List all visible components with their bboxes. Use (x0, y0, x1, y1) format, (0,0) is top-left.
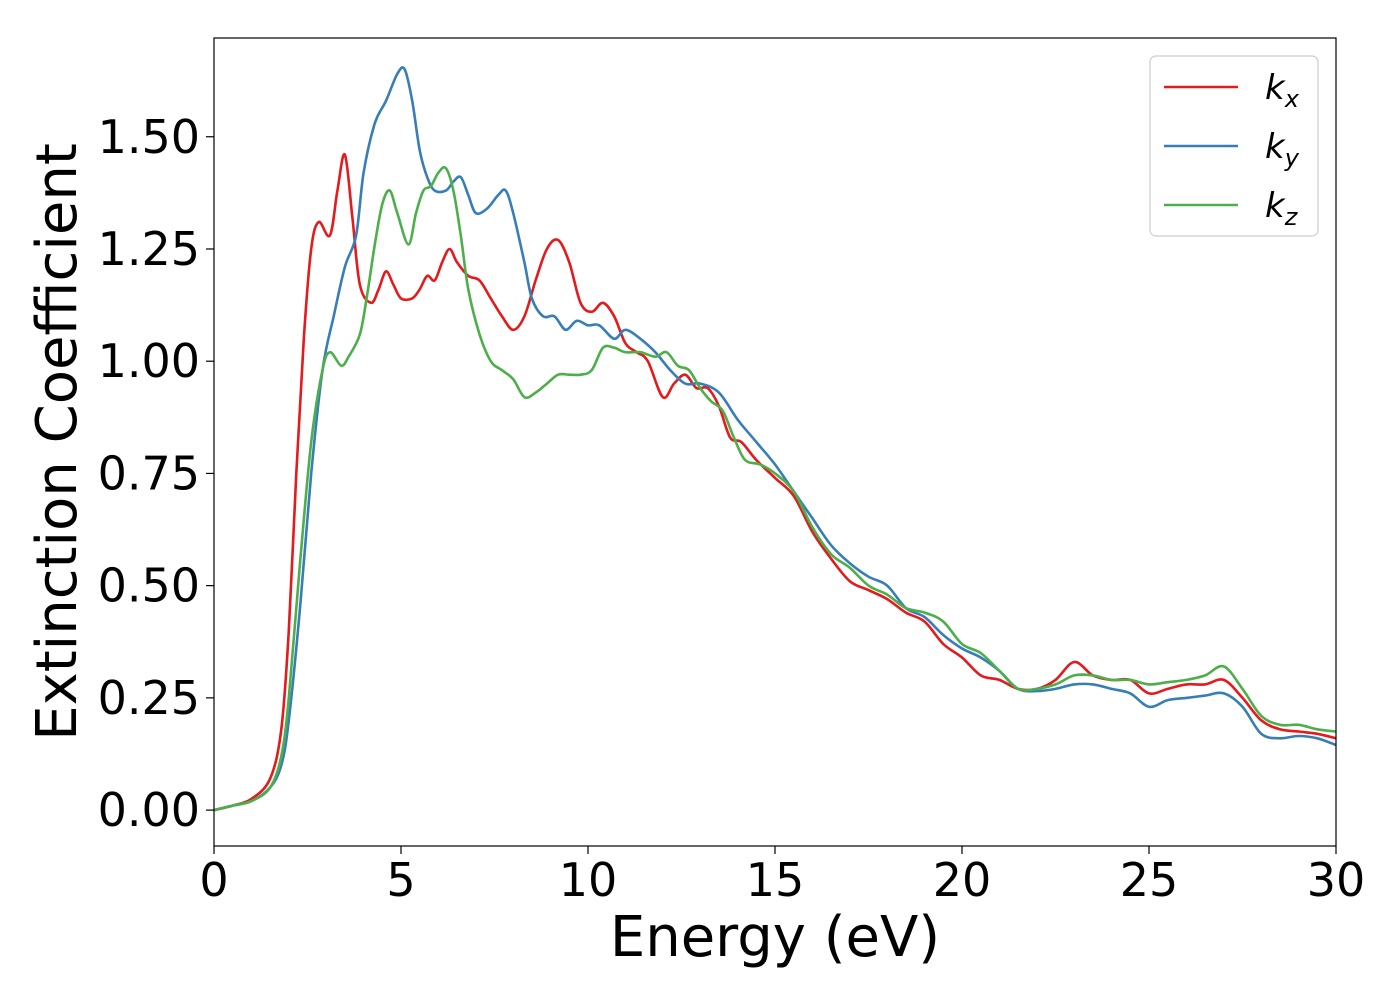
y-tick-label: 1.00 (98, 334, 200, 388)
series-line-z (214, 165, 1336, 812)
y-tick-label: 0.75 (98, 446, 200, 500)
x-tick-label: 20 (933, 853, 992, 907)
y-tick-label: 1.25 (98, 222, 200, 276)
x-tick-label: 5 (386, 853, 415, 907)
x-axis-label: Energy (eV) (610, 905, 940, 970)
y-axis-label: Extinction Coefficient (25, 143, 90, 741)
x-axis-ticks: 0 5 10 15 20 25 30 (199, 846, 1365, 907)
x-tick-label: 25 (1120, 853, 1179, 907)
x-tick-label: 15 (746, 853, 805, 907)
x-tick-label: 0 (199, 853, 228, 907)
series-line-y (214, 66, 1336, 812)
x-tick-label: 30 (1307, 853, 1366, 907)
y-tick-label: 0.00 (98, 783, 200, 837)
y-tick-label: 0.50 (98, 559, 200, 613)
y-axis-ticks: 0.00 0.25 0.50 0.75 1.00 1.25 1.50 (98, 110, 214, 837)
y-tick-label: 0.25 (98, 671, 200, 725)
series-layer (214, 66, 1336, 812)
x-tick-label: 10 (559, 853, 618, 907)
series-line-x (214, 153, 1336, 812)
y-tick-label: 1.50 (98, 110, 200, 164)
